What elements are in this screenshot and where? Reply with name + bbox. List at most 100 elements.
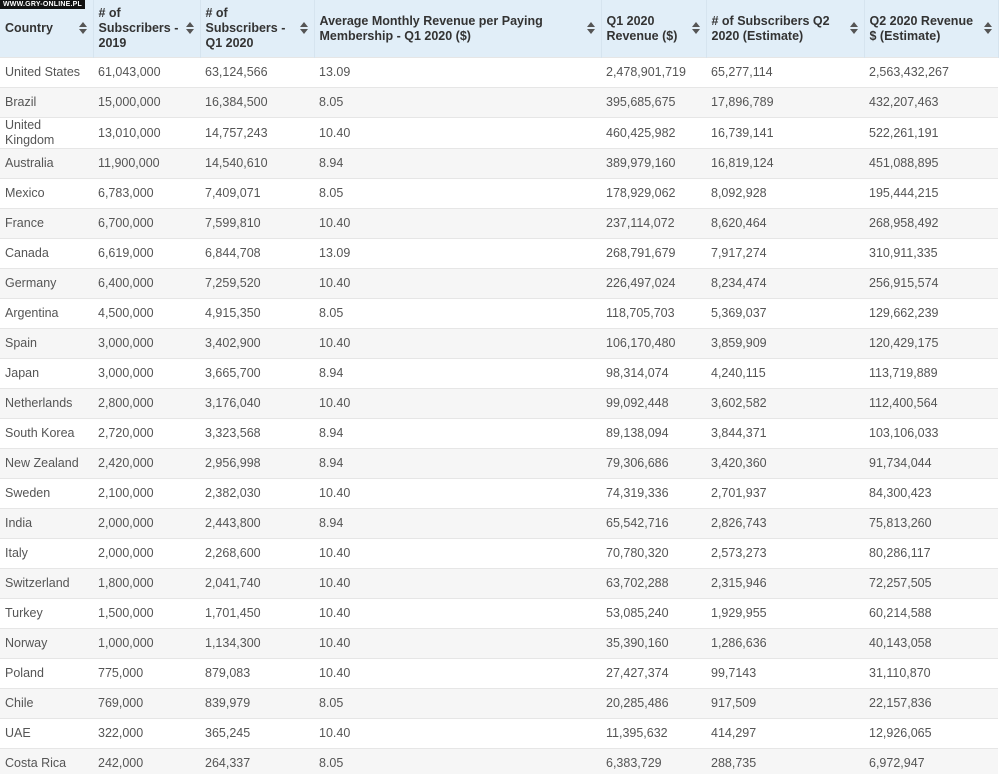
- table-cell: United Kingdom: [0, 117, 93, 149]
- table-cell: 11,900,000: [93, 148, 200, 179]
- table-cell: 2,956,998: [200, 448, 314, 479]
- table-cell: 16,384,500: [200, 87, 314, 118]
- table-cell: 113,719,889: [864, 358, 998, 389]
- table-cell: 8.94: [314, 508, 601, 539]
- header-text: Average Monthly Revenue per Paying Membe…: [319, 13, 543, 43]
- header-row: Country # of Subscribers - 2019 # of Subsc…: [0, 0, 999, 58]
- table-cell: 8,620,464: [706, 208, 864, 239]
- table-cell: 63,702,288: [601, 568, 706, 599]
- sort-icon[interactable]: [983, 22, 992, 34]
- table-cell: 1,500,000: [93, 598, 200, 629]
- table-cell: 451,088,895: [864, 148, 998, 179]
- table-cell: 84,300,423: [864, 478, 998, 509]
- table-cell: 35,390,160: [601, 628, 706, 659]
- table-row: Costa Rica 242,000 264,337 8.05 6,383,729 288…: [0, 748, 998, 774]
- table-cell: Spain: [0, 328, 93, 359]
- column-header[interactable]: Q2 2020 Revenue $ (Estimate): [864, 0, 999, 58]
- table-cell: 103,106,033: [864, 418, 998, 449]
- table-cell: 460,425,982: [601, 117, 706, 149]
- table-cell: Canada: [0, 238, 93, 269]
- table-cell: 40,143,058: [864, 628, 998, 659]
- table-cell: Netherlands: [0, 388, 93, 419]
- table-cell: 91,734,044: [864, 448, 998, 479]
- table-cell: 1,134,300: [200, 628, 314, 659]
- sort-arrows: [299, 22, 308, 34]
- sort-icon[interactable]: [849, 22, 858, 34]
- table-cell: 6,783,000: [93, 178, 200, 209]
- sort-icon[interactable]: [586, 22, 595, 34]
- column-header[interactable]: # of Subscribers Q2 2020 (Estimate): [706, 0, 865, 58]
- table-cell: 72,257,505: [864, 568, 998, 599]
- table-cell: 310,911,335: [864, 238, 998, 269]
- table-cell: 10.40: [314, 538, 601, 569]
- table-cell: 2,443,800: [200, 508, 314, 539]
- table-cell: 268,958,492: [864, 208, 998, 239]
- header-text: # of Subscribers - Q1 2020: [205, 6, 286, 50]
- table-row: Poland 775,000 879,083 10.40 27,427,374 99,71…: [0, 658, 998, 689]
- table-cell: 178,929,062: [601, 178, 706, 209]
- table-cell: 8,234,474: [706, 268, 864, 299]
- sort-arrows: [185, 22, 194, 34]
- table-cell: 10.40: [314, 658, 601, 689]
- table-cell: 3,665,700: [200, 358, 314, 389]
- table-cell: 2,041,740: [200, 568, 314, 599]
- table-cell: 10.40: [314, 328, 601, 359]
- table-cell: 917,509: [706, 688, 864, 719]
- table-cell: 10.40: [314, 268, 601, 299]
- table-cell: 31,110,870: [864, 658, 998, 689]
- table-row: Japan 3,000,000 3,665,700 8.94 98,314,074 4,2…: [0, 358, 998, 389]
- table-cell: 120,429,175: [864, 328, 998, 359]
- table-cell: Costa Rica: [0, 748, 93, 774]
- table-cell: 839,979: [200, 688, 314, 719]
- sort-icon[interactable]: [299, 22, 308, 34]
- table-cell: Sweden: [0, 478, 93, 509]
- column-header[interactable]: Country: [0, 0, 94, 58]
- table-row: Turkey 1,500,000 1,701,450 10.40 53,085,240 1…: [0, 598, 998, 629]
- table-row: United States 61,043,000 63,124,566 13.09 2,…: [0, 57, 998, 88]
- sort-icon[interactable]: [78, 22, 87, 34]
- table-cell: 8.94: [314, 358, 601, 389]
- table-cell: 106,170,480: [601, 328, 706, 359]
- column-header[interactable]: # of Subscribers - Q1 2020: [200, 0, 315, 58]
- table-cell: 10.40: [314, 388, 601, 419]
- table-header: Country # of Subscribers - 2019 # of Subsc…: [0, 0, 999, 58]
- column-header[interactable]: # of Subscribers - 2019: [93, 0, 201, 58]
- table-row: United Kingdom 13,010,000 14,757,243 10.40 4…: [0, 117, 998, 149]
- table-cell: 1,000,000: [93, 628, 200, 659]
- table-cell: 8.94: [314, 448, 601, 479]
- table-cell: India: [0, 508, 93, 539]
- table-cell: 7,409,071: [200, 178, 314, 209]
- table-cell: 2,720,000: [93, 418, 200, 449]
- table-cell: 389,979,160: [601, 148, 706, 179]
- sort-icon[interactable]: [185, 22, 194, 34]
- table-cell: 20,285,486: [601, 688, 706, 719]
- table-cell: 3,602,582: [706, 388, 864, 419]
- header-text: Q1 2020 Revenue ($): [606, 13, 678, 43]
- table-cell: 195,444,215: [864, 178, 998, 209]
- table-cell: 8.05: [314, 298, 601, 329]
- sort-icon[interactable]: [691, 22, 700, 34]
- table-row: New Zealand 2,420,000 2,956,998 8.94 79,306,…: [0, 448, 998, 479]
- table-cell: 89,138,094: [601, 418, 706, 449]
- table-cell: 2,573,273: [706, 538, 864, 569]
- header-text: Q2 2020 Revenue $ (Estimate): [869, 13, 974, 43]
- table-cell: 769,000: [93, 688, 200, 719]
- table-cell: 242,000: [93, 748, 200, 774]
- table-cell: 6,383,729: [601, 748, 706, 774]
- column-header[interactable]: Q1 2020 Revenue ($): [601, 0, 707, 58]
- table-cell: 3,323,568: [200, 418, 314, 449]
- table-row: Mexico 6,783,000 7,409,071 8.05 178,929,062 8…: [0, 178, 998, 209]
- table-cell: 2,701,937: [706, 478, 864, 509]
- table-cell: France: [0, 208, 93, 239]
- table-cell: 7,259,520: [200, 268, 314, 299]
- column-header[interactable]: Average Monthly Revenue per Paying Membe…: [314, 0, 602, 58]
- sort-arrows: [849, 22, 858, 34]
- table-cell: 522,261,191: [864, 117, 998, 149]
- table-cell: 8.05: [314, 748, 601, 774]
- table-row: India 2,000,000 2,443,800 8.94 65,542,716 2,8…: [0, 508, 998, 539]
- table-row: Brazil 15,000,000 16,384,500 8.05 395,685,67…: [0, 87, 998, 118]
- table-cell: Mexico: [0, 178, 93, 209]
- watermark: WWW.GRY-ONLINE.PL: [0, 0, 85, 9]
- table-cell: 2,000,000: [93, 538, 200, 569]
- table-cell: 7,917,274: [706, 238, 864, 269]
